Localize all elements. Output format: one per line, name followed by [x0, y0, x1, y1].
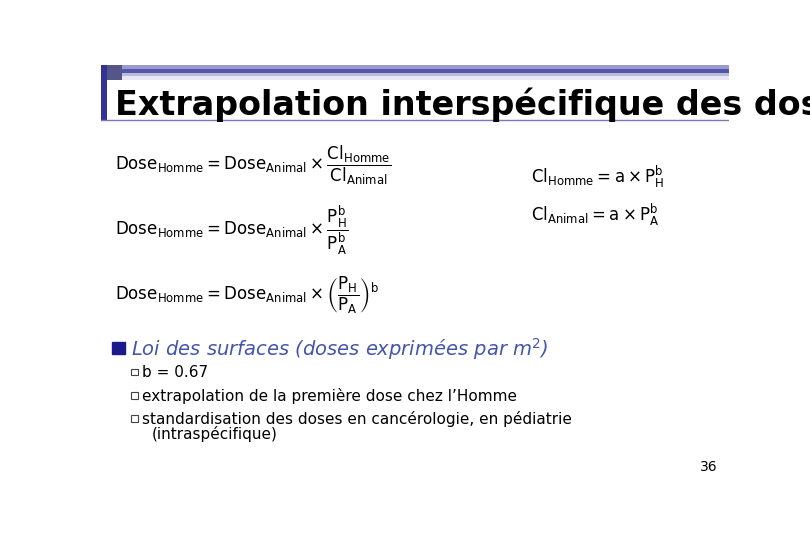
Text: standardisation des doses en cancérologie, en pédiatrie: standardisation des doses en cancérologi…	[142, 411, 571, 427]
Bar	[107, 65, 122, 80]
Text: $\mathsf{Cl_{Homme} = a \times P_H^b}$: $\mathsf{Cl_{Homme} = a \times P_H^b}$	[531, 163, 665, 190]
Text: $\mathsf{Dose_{Homme} = Dose_{Animal} \times \left(\dfrac{P_H}{P_A}\right)^b}$: $\mathsf{Dose_{Homme} = Dose_{Animal} \t…	[115, 275, 379, 316]
Bar	[101, 73, 729, 76]
Text: extrapolation de la première dose chez l’Homme: extrapolation de la première dose chez l…	[142, 388, 517, 404]
Bar	[101, 65, 107, 120]
Text: (intraspécifique): (intraspécifique)	[151, 427, 278, 442]
Bar	[101, 65, 729, 120]
Text: Loi des surfaces (doses exprimées par m$^2$): Loi des surfaces (doses exprimées par m$…	[130, 336, 548, 362]
Text: $\mathsf{Cl_{Animal} = a \times P_A^b}$: $\mathsf{Cl_{Animal} = a \times P_A^b}$	[531, 202, 659, 228]
Bar	[112, 342, 125, 354]
Bar	[101, 70, 729, 73]
Text: $\mathsf{Dose_{Homme} = Dose_{Animal} \times \dfrac{Cl_{Homme}}{Cl_{Animal}}}$: $\mathsf{Dose_{Homme} = Dose_{Animal} \t…	[115, 143, 392, 186]
Text: b = 0.67: b = 0.67	[142, 365, 207, 380]
Text: Extrapolation interspécifique des doses: Extrapolation interspécifique des doses	[115, 87, 810, 122]
Text: $\mathsf{Dose_{Homme} = Dose_{Animal} \times \dfrac{P_H^b}{P_A^b}}$: $\mathsf{Dose_{Homme} = Dose_{Animal} \t…	[115, 204, 348, 257]
Bar	[107, 80, 729, 120]
Text: 36: 36	[700, 461, 718, 475]
Bar	[101, 65, 729, 70]
